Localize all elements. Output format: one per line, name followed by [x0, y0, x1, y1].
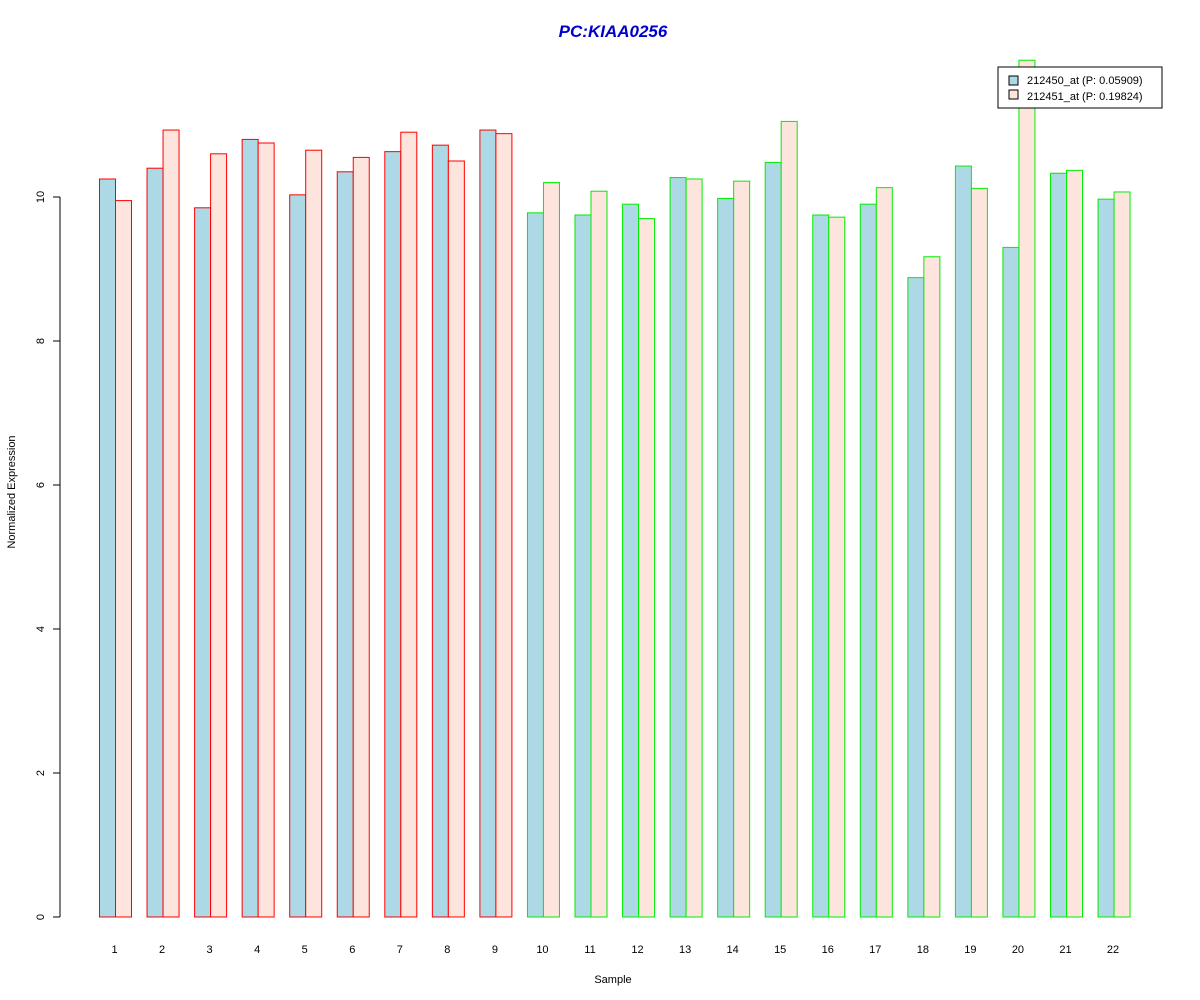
bar-sample-4-series-1	[241, 138, 259, 918]
x-tick-label: 1	[111, 944, 117, 956]
x-tick-label: 12	[631, 944, 643, 956]
bar-sample-4-series-2	[257, 142, 275, 918]
bar-sample-2-series-1	[146, 167, 164, 918]
bar-sample-2-series-2	[162, 129, 180, 918]
bar-sample-3-series-2	[210, 153, 228, 918]
bar-sample-13-series-1	[669, 177, 687, 918]
y-tick-label: 0	[35, 914, 47, 920]
bar-sample-22-series-2	[1113, 191, 1131, 918]
x-tick-label: 8	[444, 944, 450, 956]
bar-sample-8-series-1	[431, 144, 449, 918]
bar-sample-8-series-2	[447, 160, 465, 918]
bar-sample-21-series-2	[1066, 169, 1083, 918]
x-tick-label: 4	[254, 944, 260, 956]
x-tick-label: 14	[727, 944, 739, 956]
bar-sample-19-series-2	[970, 187, 988, 918]
y-tick-label: 4	[35, 626, 47, 632]
bar-sample-21-series-1	[1050, 172, 1067, 918]
bar-sample-9-series-2	[495, 133, 513, 918]
x-tick-label: 15	[774, 944, 786, 956]
x-tick-label: 20	[1012, 944, 1024, 956]
legend-swatch-series-1	[1008, 75, 1019, 86]
legend-label-series-2: 212451_at (P: 0.19824)	[1027, 91, 1143, 103]
y-tick-label: 6	[35, 482, 47, 488]
y-tick-label: 10	[35, 191, 47, 203]
x-tick-label: 10	[536, 944, 548, 956]
x-axis-label: Sample	[594, 974, 631, 986]
x-tick-label: 7	[397, 944, 403, 956]
bar-sample-5-series-1	[289, 194, 307, 918]
legend-box	[997, 66, 1163, 109]
x-tick-label: 17	[869, 944, 881, 956]
bar-sample-17-series-1	[859, 203, 877, 918]
bars-group	[99, 59, 1131, 918]
bar-sample-17-series-2	[875, 187, 893, 918]
x-tick-label: 21	[1059, 944, 1071, 956]
bar-sample-7-series-2	[400, 131, 418, 918]
bar-sample-6-series-1	[336, 171, 354, 918]
x-tick-label: 5	[302, 944, 308, 956]
legend-swatch-series-2	[1008, 89, 1019, 100]
bar-sample-1-series-1	[99, 178, 116, 918]
x-tick-label: 2	[159, 944, 165, 956]
bar-sample-6-series-2	[352, 156, 370, 918]
x-tick-label: 11	[584, 944, 595, 956]
x-tick-label: 16	[822, 944, 834, 956]
bar-sample-18-series-1	[907, 277, 925, 918]
y-tick-label: 2	[35, 770, 47, 776]
x-tick-label: 22	[1107, 944, 1119, 956]
bar-sample-22-series-1	[1097, 198, 1115, 918]
x-tick-label: 3	[207, 944, 213, 956]
bar-sample-15-series-2	[780, 120, 798, 918]
y-axis: 0 2 4 6 8 10	[35, 191, 61, 920]
bar-sample-20-series-2	[1018, 59, 1036, 918]
bar-sample-12-series-2	[638, 218, 656, 918]
y-axis-label: Normalized Expression	[6, 435, 18, 548]
legend-label-series-1: 212450_at (P: 0.05909)	[1027, 75, 1143, 87]
bar-sample-3-series-1	[194, 207, 212, 918]
bar-sample-5-series-2	[305, 149, 323, 918]
x-tick-label: 13	[679, 944, 691, 956]
bar-sample-16-series-1	[812, 214, 830, 918]
x-tick-labels: 1 2 3 4 5 6 7 8 9 10 11 12 13 14 15 16 17 18 19 20 21 22	[111, 944, 1119, 956]
bar-sample-12-series-1	[622, 203, 640, 918]
bar-sample-20-series-1	[1002, 246, 1020, 918]
bar-sample-19-series-1	[954, 165, 972, 918]
bar-sample-15-series-1	[764, 161, 782, 918]
bar-sample-16-series-2	[828, 216, 846, 918]
bar-sample-1-series-2	[115, 200, 132, 918]
x-tick-label: 6	[349, 944, 355, 956]
bar-sample-13-series-2	[685, 178, 703, 918]
bar-sample-7-series-1	[384, 151, 402, 918]
bar-sample-10-series-1	[526, 212, 544, 918]
x-tick-label: 19	[964, 944, 976, 956]
x-tick-label: 9	[492, 944, 498, 956]
bar-sample-11-series-1	[574, 214, 592, 918]
bar-sample-14-series-1	[717, 197, 735, 918]
bar-sample-9-series-1	[479, 129, 497, 918]
bar-sample-18-series-2	[923, 256, 941, 918]
legend: 212450_at (P: 0.05909) 212451_at (P: 0.1…	[997, 66, 1163, 109]
bar-sample-10-series-2	[542, 182, 560, 918]
bar-sample-14-series-2	[733, 180, 751, 918]
y-tick-label: 8	[35, 338, 47, 344]
chart-title: PC:KIAA0256	[559, 22, 668, 41]
x-tick-label: 18	[917, 944, 929, 956]
bar-sample-11-series-2	[590, 190, 608, 918]
